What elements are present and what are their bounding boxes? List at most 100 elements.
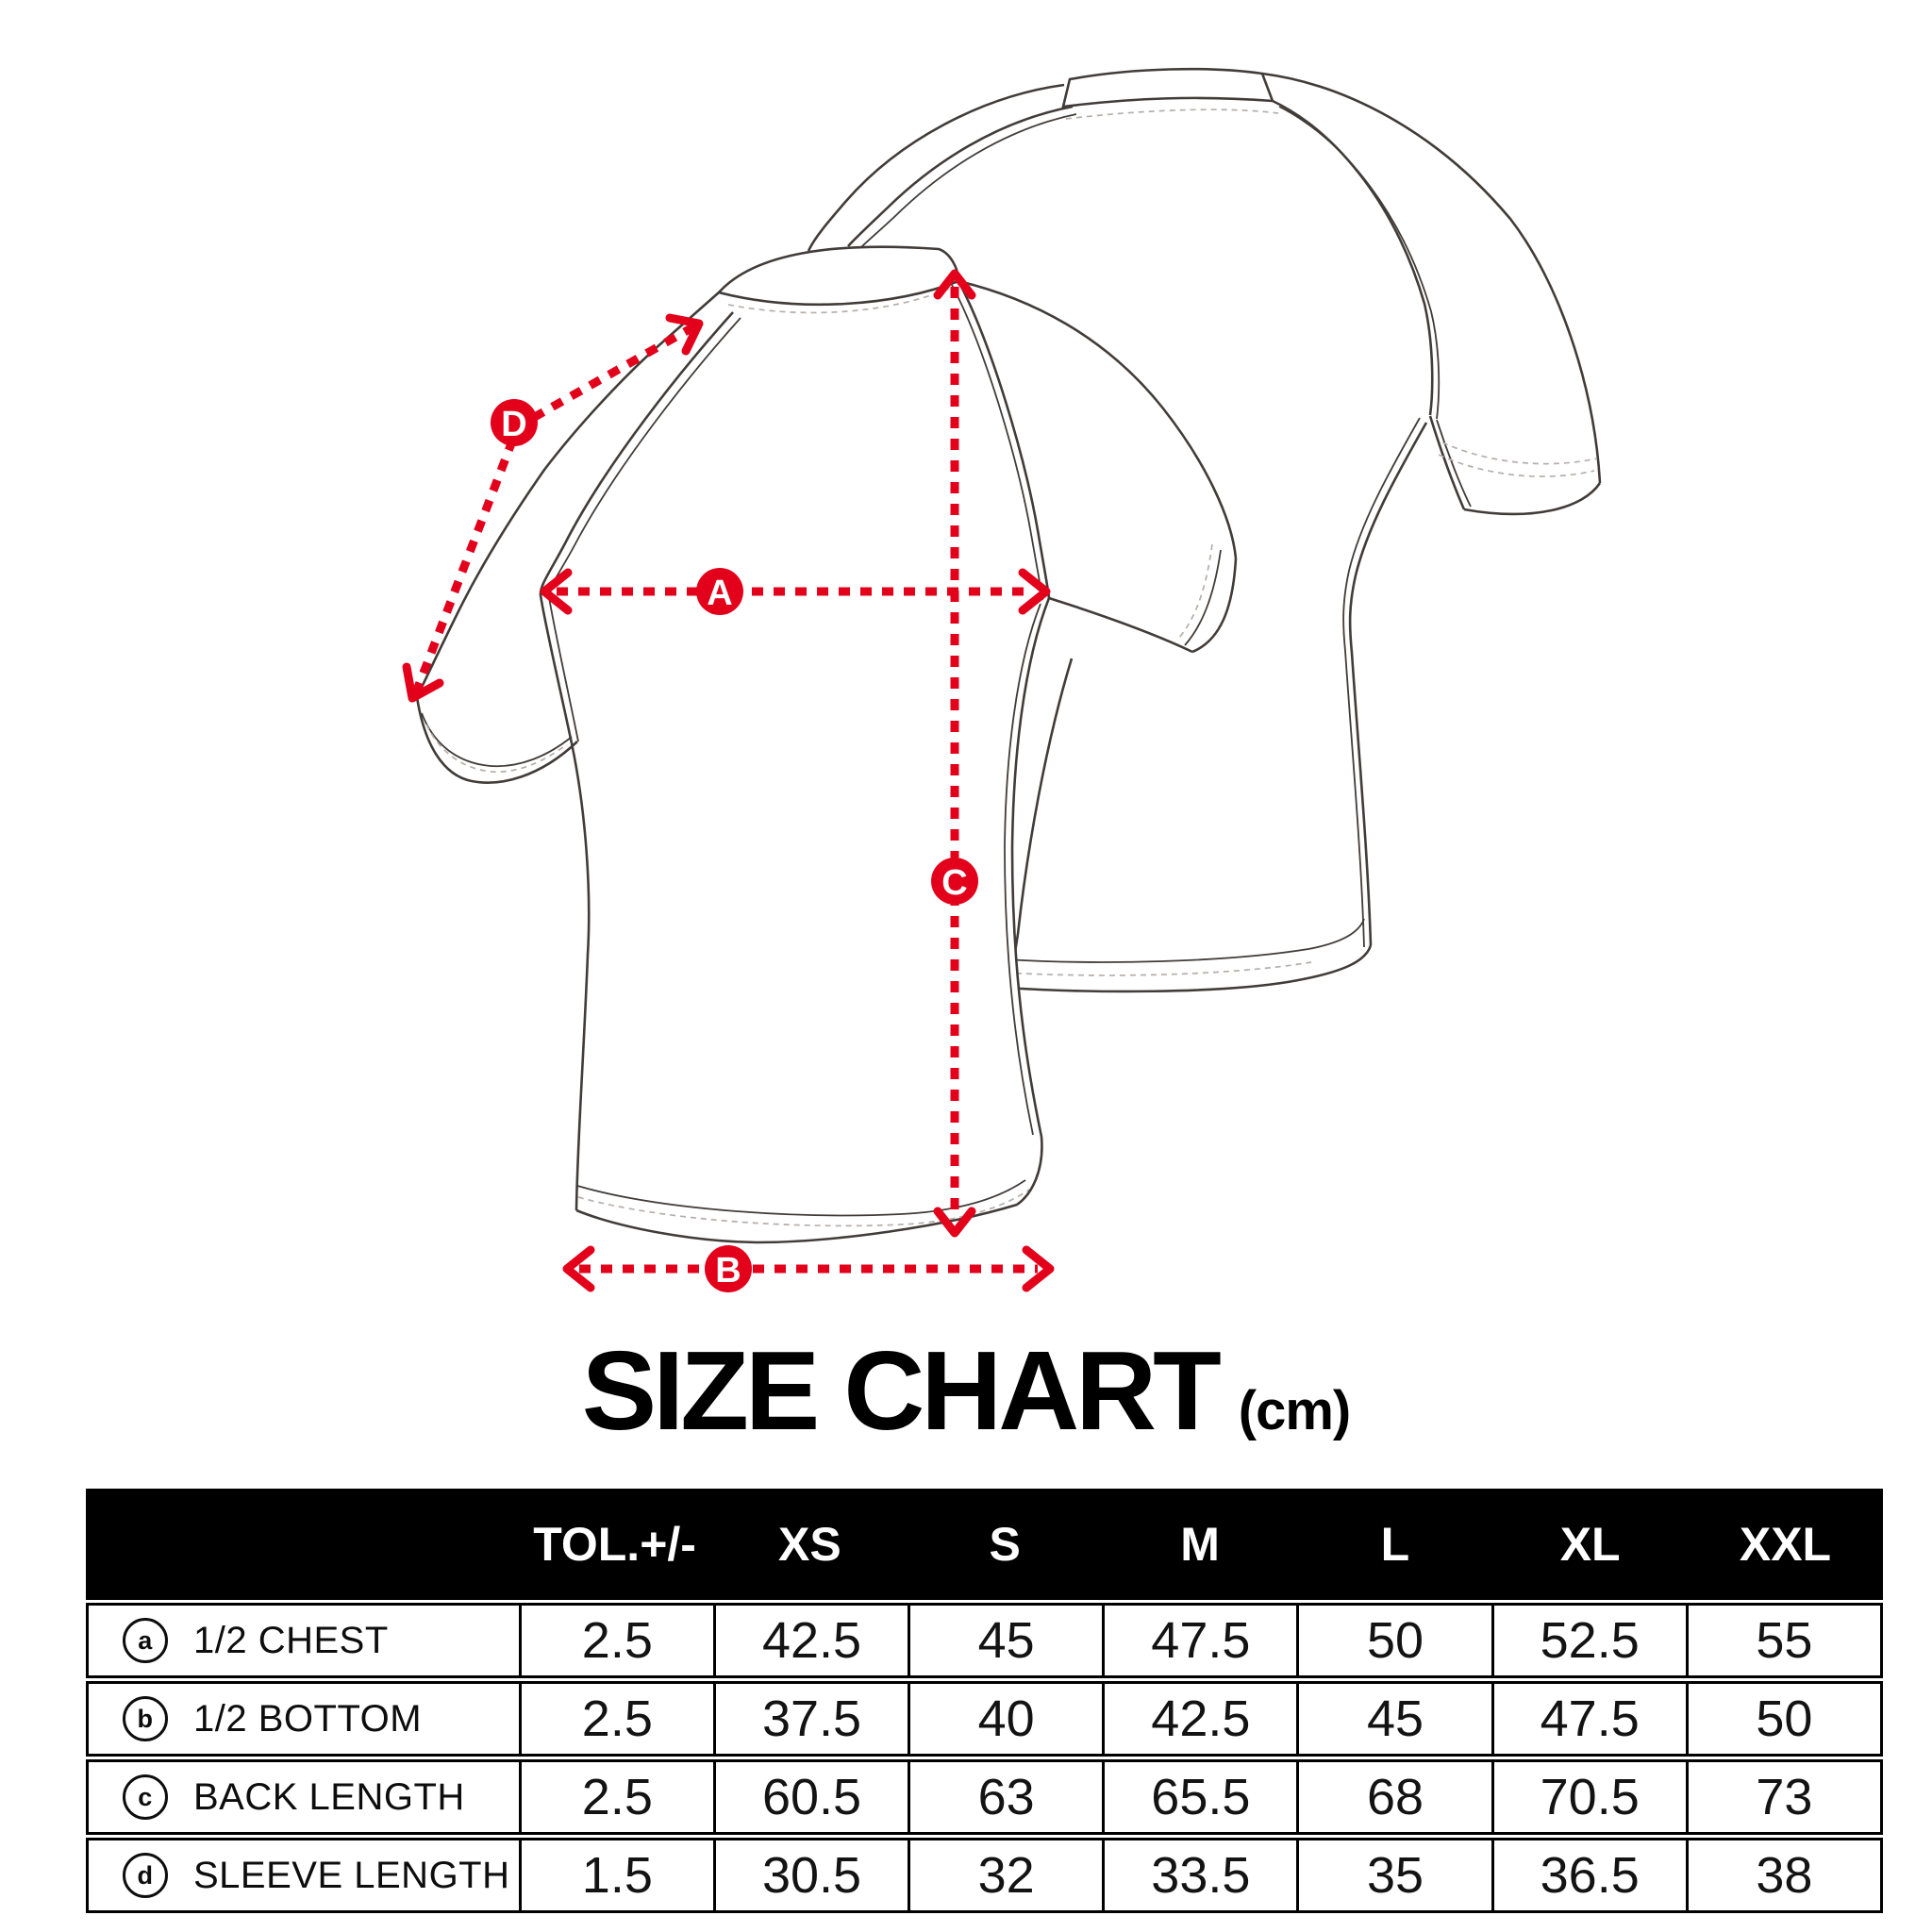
front-left-cuff-opening [415,696,578,784]
value-cell: 38 [1685,1840,1880,1910]
back-right-cuff-opening [1463,482,1602,516]
value-cell: 50 [1685,1684,1880,1754]
value-cell: 33.5 [1102,1840,1296,1910]
value-cell: 60.5 [712,1762,908,1832]
back-left-raglan-seam-stitch [855,113,1077,254]
measurement-lines [402,269,1055,1292]
back-hem-stitch [1005,961,1312,976]
value-cell: 30.5 [712,1840,908,1910]
front-right-body-edge [1010,597,1051,1207]
value-cell: 45 [908,1606,1102,1675]
circled-letter-d: d [123,1853,168,1898]
arrow-up-right-icon [665,313,704,356]
front-left-body-edge [570,742,591,1211]
front-right-raglan-seam [957,280,1051,599]
value-cell: 55 [1685,1606,1880,1675]
back-hem-top [1005,918,1365,963]
value-cell: 73 [1685,1762,1880,1832]
badge-c-circle [931,858,978,905]
row-label-text: SLEEVE LENGTH [193,1854,510,1896]
circled-letter-c: c [123,1774,168,1820]
arrow-down-left-icon [402,662,444,703]
row-label: d SLEEVE LENGTH [89,1840,519,1910]
circled-letter-a: a [123,1618,168,1663]
badge-b-label: B [715,1251,741,1291]
value-cell: 63 [908,1762,1102,1832]
row-label-text: 1/2 CHEST [193,1619,389,1661]
front-hem-stitch [577,1189,1030,1227]
header-cell-s: S [989,1518,1021,1571]
table-row-back-length: c BACK LENGTH 2.5 60.5 63 65.5 68 70.5 7… [86,1759,1883,1835]
value-cell: 37.5 [712,1684,908,1754]
badge-d-circle [491,399,538,446]
back-collar-stitch [1065,108,1279,120]
row-label-text: 1/2 BOTTOM [193,1697,423,1740]
value-cell: 2.5 [518,1606,713,1675]
arrow-right-icon [1022,1245,1055,1292]
value-cell: 32 [908,1840,1102,1910]
arrow-down-icon [933,1207,976,1238]
front-left-cuff-stitch [425,724,568,774]
badge-c-label: C [941,863,967,903]
table-row-sleeve-length: d SLEEVE LENGTH 1.5 30.5 32 33.5 35 36.5… [86,1838,1883,1913]
header-cell-m: M [1180,1518,1220,1571]
arrow-left-icon [562,1245,595,1292]
badge-b-circle [705,1245,752,1292]
value-cell: 68 [1296,1762,1491,1832]
arrow-right-icon [1018,568,1051,615]
badge-a-label: A [707,574,732,613]
circled-letter-b: b [123,1696,168,1741]
front-collar [716,245,960,307]
row-label: b 1/2 BOTTOM [89,1684,519,1754]
value-cell: 70.5 [1491,1762,1686,1832]
page-title-text: SIZE CHART [581,1328,1222,1454]
value-cell: 42.5 [1102,1684,1296,1754]
badge-d-label: D [501,405,526,444]
value-cell: 40 [908,1684,1102,1754]
table-row-half-bottom: b 1/2 BOTTOM 2.5 37.5 40 42.5 45 47.5 50 [86,1681,1883,1757]
front-right-cuff-band [1184,549,1222,646]
shirt-front-fill [417,246,1236,1242]
front-right-cuff-stitch [1177,543,1213,640]
back-right-side-seam [1348,422,1428,946]
front-left-cuff-band [421,712,573,768]
value-cell: 2.5 [518,1762,713,1832]
back-right-cuff-stitch [1441,441,1598,465]
back-collar [1061,67,1274,108]
back-right-side-seam-stitch [1342,417,1421,948]
table-header-row: TOL.+/- XS S M L XL XXL [86,1489,1883,1600]
front-right-body-stitch [1004,603,1041,1136]
value-cell: 52.5 [1491,1606,1686,1675]
back-right-raglan-seam-stitch [1278,106,1441,420]
header-cell-tolerance: TOL.+/- [533,1518,696,1571]
size-chart-table: TOL.+/- XS S M L XL XXL a 1/2 CHEST 2.5 … [86,1489,1883,1913]
header-cell-xs: XS [778,1518,841,1571]
badge-a-circle [696,568,743,615]
back-left-shoulder-edge [807,83,1065,252]
header-cell-xxl: XXL [1739,1518,1832,1571]
row-label-text: BACK LENGTH [193,1775,465,1818]
row-label: a 1/2 CHEST [89,1606,519,1675]
header-cell-xl: XL [1559,1518,1621,1571]
arrow-up-icon [933,269,976,300]
back-left-raglan-seam [847,105,1074,247]
value-cell: 65.5 [1102,1762,1296,1832]
back-hem-bottom [1005,944,1373,993]
value-cell: 36.5 [1491,1840,1686,1910]
value-cell: 35 [1296,1840,1491,1910]
value-cell: 42.5 [712,1606,908,1675]
measurement-badges: A B C D [491,399,978,1292]
value-cell: 2.5 [518,1684,713,1754]
back-right-cuff-stitch2 [1438,454,1595,477]
front-right-sleeve-underside [1048,596,1193,654]
front-left-raglan-seam-stitch [548,317,741,742]
back-right-shoulder-edge [1261,72,1602,484]
back-right-cuff-band [1428,415,1466,510]
arrow-left-icon [540,568,573,615]
value-cell: 47.5 [1491,1684,1686,1754]
front-right-sleeve-cap [958,279,1238,559]
value-cell: 45 [1296,1684,1491,1754]
value-cell: 1.5 [518,1840,713,1910]
front-collar-stitch [727,287,952,314]
page-title: SIZE CHART (cm) [0,1313,1932,1469]
